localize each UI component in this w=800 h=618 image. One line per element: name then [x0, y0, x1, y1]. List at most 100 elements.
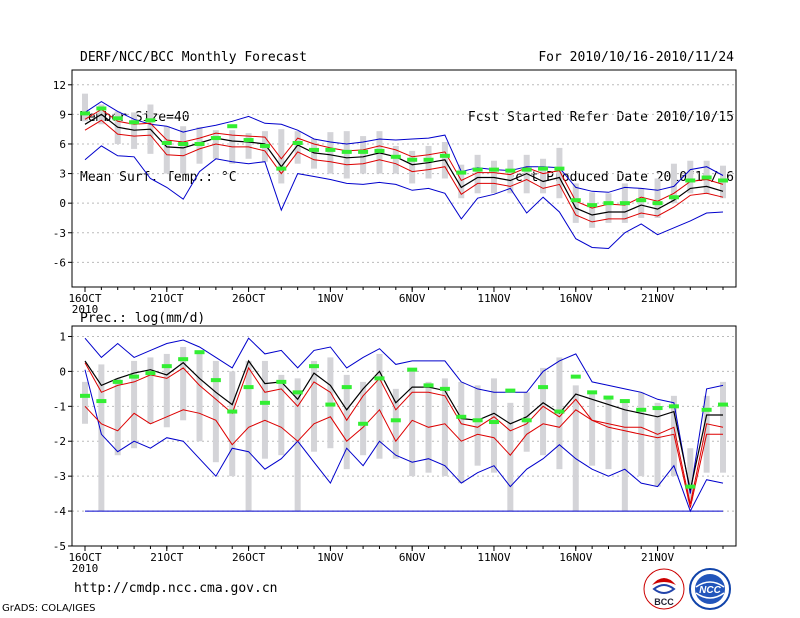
spread-bar	[392, 388, 399, 459]
obs-marker	[538, 385, 549, 390]
obs-marker	[129, 374, 140, 379]
spread-bar	[572, 183, 579, 223]
precip-title: Prec.: log(mm/d)	[80, 311, 205, 326]
y-tick-label: -3	[53, 227, 66, 240]
obs-marker	[538, 166, 549, 171]
obs-marker	[210, 136, 221, 141]
spread-bar	[670, 163, 677, 204]
spread-bar	[163, 126, 170, 174]
y-tick-label: -3	[53, 470, 66, 483]
obs-marker	[178, 141, 189, 146]
obs-marker	[96, 106, 107, 111]
obs-marker	[309, 147, 320, 152]
obs-marker	[472, 418, 483, 423]
series-max-line	[84, 101, 724, 193]
x-tick-label: 11NOV	[477, 551, 510, 564]
obs-marker	[619, 201, 630, 206]
spread-bar	[490, 378, 497, 473]
y-tick-label: -4	[53, 505, 67, 518]
obs-marker	[488, 167, 499, 172]
obs-marker	[80, 393, 90, 398]
spread-bar	[638, 188, 645, 218]
obs-marker	[570, 198, 581, 203]
obs-marker	[129, 120, 140, 125]
spread-bar	[605, 395, 612, 470]
obs-marker	[456, 414, 467, 419]
x-tick-label: 16NOV	[559, 292, 592, 305]
x-tick-label: 16OCT	[68, 551, 101, 564]
spread-bar	[311, 139, 318, 169]
y-tick-label: -2	[53, 435, 66, 448]
obs-marker	[374, 376, 385, 381]
spread-bar	[278, 374, 285, 456]
x-tick-label: 21NOV	[641, 292, 674, 305]
spread-bar	[343, 131, 350, 179]
spread-bar	[114, 378, 121, 456]
obs-marker	[243, 138, 254, 143]
spread-bar	[458, 381, 465, 484]
x-tick-label: 6NOV	[399, 292, 426, 305]
obs-marker	[603, 395, 614, 400]
series-min-line	[84, 369, 724, 513]
spread-bar	[245, 133, 252, 159]
spread-bar	[589, 192, 596, 228]
spread-bar	[196, 350, 203, 442]
series-lower-line	[84, 405, 723, 508]
obs-marker	[652, 201, 663, 206]
obs-marker	[145, 118, 156, 123]
y-tick-label: -1	[53, 400, 66, 413]
spread-bar	[327, 132, 334, 174]
obs-marker	[718, 402, 728, 407]
precipitation-panel: -5 -4 -3 -2 -1 0 1 16OCT 21OCT 26OCT 1NOV 6NOV 11NOV…	[53, 325, 737, 575]
spread-bar	[376, 353, 383, 459]
spread-bar	[540, 158, 547, 194]
obs-marker	[161, 364, 172, 369]
obs-marker	[505, 388, 516, 393]
obs-marker	[456, 170, 467, 175]
spread-bar	[621, 399, 628, 512]
ncc-logo: NCC	[689, 568, 731, 610]
obs-marker	[374, 148, 385, 153]
obs-marker	[652, 406, 663, 411]
obs-marker	[325, 402, 336, 407]
x-tick-label: 16NOV	[559, 551, 592, 564]
spread-bar	[540, 367, 547, 456]
x-tick-label: 1NOV	[317, 551, 344, 564]
y-tick-label: 9	[59, 108, 66, 121]
source-url[interactable]: http://cmdp.ncc.cma.gov.cn	[74, 581, 278, 596]
y-tick-label: 0	[59, 197, 66, 210]
variable-label: Mean Surf. Temp.: °C	[80, 170, 237, 185]
spread-bar	[605, 193, 612, 223]
y-tick-label: -6	[53, 256, 66, 269]
obs-marker	[619, 399, 630, 404]
spread-bar	[82, 93, 88, 122]
obs-marker	[521, 418, 532, 423]
plot-frame	[71, 325, 737, 547]
x-tick-label: 1NOV	[317, 292, 344, 305]
spread-bar	[82, 381, 88, 424]
obs-marker	[570, 374, 581, 379]
obs-marker	[178, 357, 189, 362]
obs-marker	[521, 167, 532, 172]
spread-bar	[147, 357, 154, 424]
x-year-label: 2010	[72, 303, 99, 316]
obs-marker	[341, 149, 352, 154]
obs-marker	[505, 168, 516, 173]
series-mean-line	[84, 359, 723, 491]
spread-bar	[180, 346, 187, 421]
obs-marker	[439, 386, 450, 391]
x-tick-label: 21OCT	[150, 292, 183, 305]
spread-bar	[261, 360, 268, 459]
plot-frame	[71, 69, 737, 288]
obs-marker	[554, 409, 565, 414]
obs-marker	[603, 201, 614, 206]
obs-marker	[96, 399, 107, 404]
y-tick-label: -5	[53, 540, 66, 553]
spread-bar	[474, 385, 481, 466]
obs-marker	[309, 364, 320, 369]
bcc-logo-text: BCC	[654, 597, 674, 607]
obs-marker	[423, 383, 434, 388]
obs-marker	[685, 178, 696, 183]
obs-marker	[276, 166, 287, 171]
